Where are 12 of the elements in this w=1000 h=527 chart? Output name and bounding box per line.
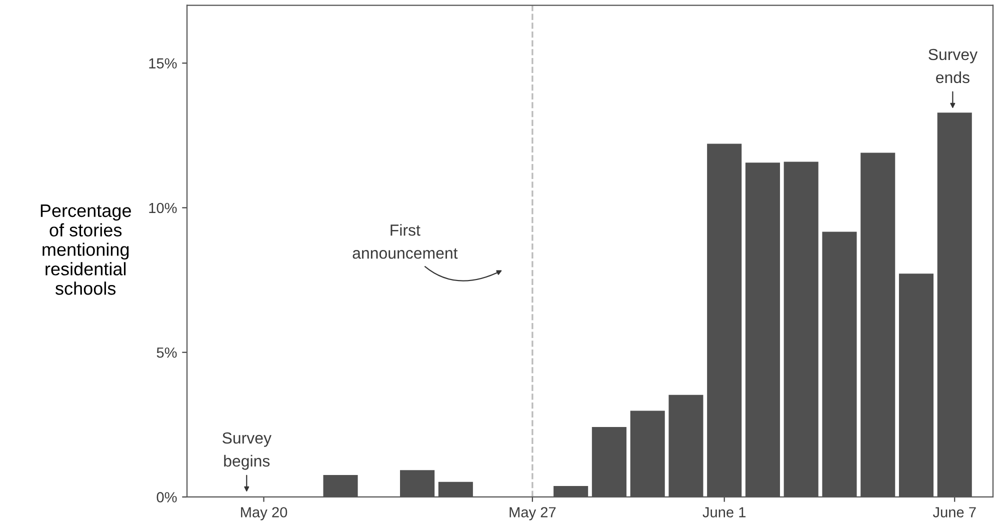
y-tick-label: 10% <box>149 202 177 214</box>
x-tick-label: May 27 <box>510 507 556 520</box>
y-tick-label: 5% <box>156 348 177 358</box>
y-tick-label: 15% <box>149 58 177 69</box>
annotation: Survey begins <box>222 432 272 470</box>
y-tick-label: 0% <box>156 492 177 502</box>
annotation: Survey ends <box>928 48 978 84</box>
annotation: First announcement <box>352 224 458 259</box>
x-tick-label: May 20 <box>241 507 288 520</box>
x-tick-label: June 1 <box>702 507 746 518</box>
x-tick-label: June 7 <box>932 507 976 518</box>
y-axis-title: Percentage of stories mentioning residential schools <box>40 204 131 295</box>
